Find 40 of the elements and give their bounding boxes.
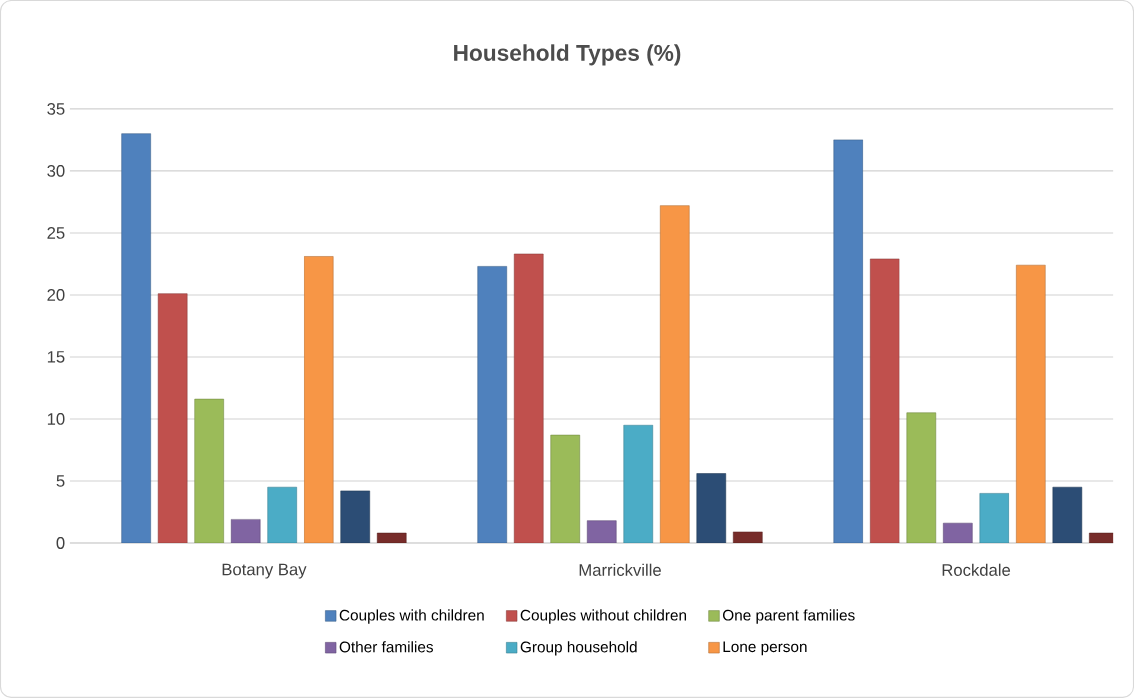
bar <box>659 205 690 544</box>
legend-label: Group household <box>520 641 637 656</box>
bar <box>267 486 297 544</box>
bar <box>550 434 581 544</box>
bar <box>194 398 224 544</box>
y-tick-label: 30 <box>47 165 65 177</box>
y-tick-label: 0 <box>56 537 65 549</box>
legend-label: One parent families <box>723 609 855 624</box>
bar <box>121 133 151 544</box>
legend-label: Other families <box>339 641 433 653</box>
bar <box>1052 486 1083 544</box>
y-tick-label: 15 <box>47 351 65 363</box>
y-tick-label: 10 <box>47 413 65 425</box>
y-tick-label: 20 <box>47 289 65 301</box>
chart-title: Household Types (%) <box>454 44 681 66</box>
y-tick-label: 35 <box>47 103 65 115</box>
bar <box>157 293 188 544</box>
y-tick-label: 5 <box>56 475 65 487</box>
x-tick-label: Marrickville <box>579 563 661 576</box>
bar <box>340 490 370 544</box>
bar <box>696 473 727 544</box>
bar <box>303 256 334 544</box>
bar <box>1016 264 1046 544</box>
bar <box>513 253 544 544</box>
bar <box>477 266 507 544</box>
y-tick-label: 25 <box>47 227 65 239</box>
x-tick-label: Rockdale <box>942 563 1011 576</box>
bar <box>979 493 1010 544</box>
bar <box>230 519 261 544</box>
bar <box>376 532 407 544</box>
bar <box>733 531 763 544</box>
x-tick-label: Botany Bay <box>222 563 307 579</box>
legend-label: Couples without children <box>520 609 687 624</box>
bar <box>623 424 654 544</box>
bar <box>586 520 617 544</box>
bar <box>906 412 937 544</box>
legend-label: Couples with children <box>339 609 484 624</box>
legend-label: Lone person <box>723 641 807 656</box>
bar <box>833 139 864 544</box>
bar <box>870 258 900 544</box>
